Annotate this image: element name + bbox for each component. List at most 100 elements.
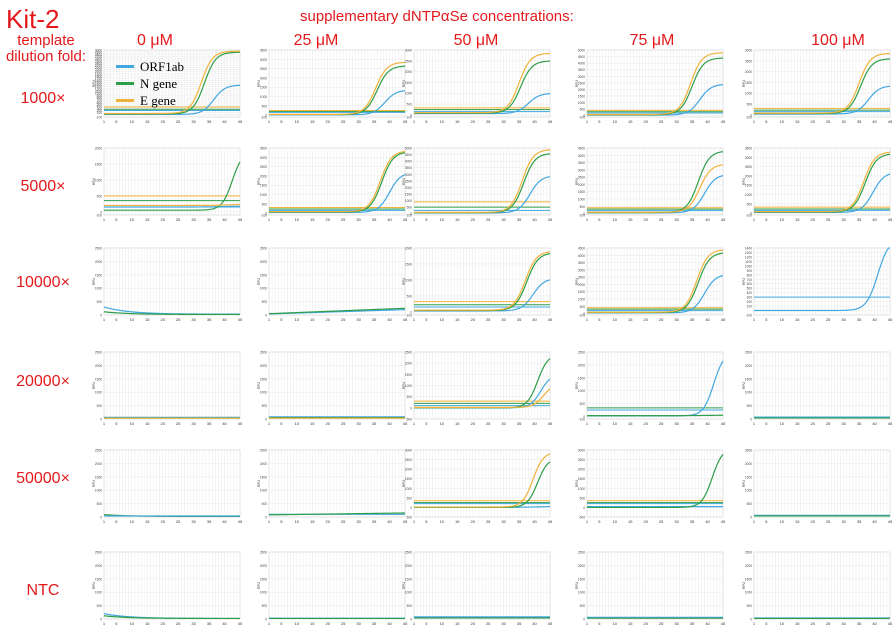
panel-10000-100-m-xtick-label: 5 — [765, 317, 768, 322]
panel-50000-50-m-ylabel: RFU — [402, 479, 406, 487]
panel-5000-50-m-xtick-label: 45 — [548, 217, 553, 222]
panel-5000-50-m-xtick-label: 20 — [471, 217, 476, 222]
panel-10000-100-m-ytick-label: 1400 — [745, 247, 752, 251]
panel-5000-50-m-ytick-label: 1500 — [405, 192, 412, 196]
panel-1000-75-m-xtick-label: 5 — [598, 119, 601, 124]
panel-1000-0-m-ytick-label: 1800 — [95, 74, 102, 78]
panel-10000-100-m-ytick-label: 800 — [747, 273, 753, 277]
panel-1000-0-m-ytick-label: 2200 — [95, 66, 102, 70]
panel-10000-100-m-ytick-label: 900 — [747, 269, 753, 273]
panel-5000-75-m-xtick-label: 15 — [628, 217, 633, 222]
panel-50000-100-m-ytick-label: 1000 — [745, 489, 752, 493]
row-label-20000: 20000× — [16, 373, 70, 390]
panel-ntc-75-m-xtick-label: 35 — [690, 621, 695, 626]
panel-1000-50-m-xtick-label: 1 — [413, 119, 416, 124]
panel-1000-100-m-xtick-label: 35 — [857, 119, 862, 124]
panel-50000-0-m-xtick-label: 15 — [145, 519, 150, 524]
panel-ntc-75-m-xtick-label: 10 — [613, 621, 618, 626]
panel-10000-25-m-xtick-label: 1 — [268, 317, 271, 322]
panel-20000-75-m-ylabel: RFU — [575, 381, 579, 389]
panel-5000-25-m-ytick-label: 1000 — [260, 193, 267, 197]
panel-10000-75-m-ytick-label: 500 — [580, 305, 586, 309]
panel-5000-100-m-ytick-label: 3500 — [745, 147, 752, 151]
panel-ntc-25-m-xtick-label: 1 — [268, 621, 271, 626]
panel-20000-50-m-xtick-label: 10 — [440, 421, 445, 426]
panel-10000-100-m-ytick-label: -100 — [746, 314, 753, 318]
panel-10000-25-m-xtick-label: 45 — [403, 317, 408, 322]
panel-10000-100-m-ytick-label: 700 — [747, 278, 753, 282]
panel-5000-75-m-xtick-label: 35 — [690, 217, 695, 222]
panel-50000-100-m-xtick-label: 40 — [872, 519, 877, 524]
panel-50000-25-m-ylabel: RFU — [257, 479, 261, 487]
panel-ntc-75-m-xtick-label: 1 — [586, 621, 589, 626]
row-label-1000: 1000× — [20, 90, 66, 107]
panel-20000-100-m-ytick-label: 500 — [747, 404, 753, 408]
panel-1000-100-m-curve-e-gene — [754, 52, 891, 114]
panel-1000-0-m-xtick-label: 20 — [161, 119, 166, 124]
panel-1000-75-m-xtick-label: 1 — [586, 119, 589, 124]
panel-20000-50-m-ytick-label: 500 — [407, 395, 413, 399]
panel-10000-75-m-ytick-label: 2000 — [578, 283, 585, 287]
panel-5000-50-m-xtick-label: 15 — [455, 217, 460, 222]
panel-1000-25-m-xtick-label: 25 — [341, 119, 346, 124]
panel-1000-50-m-xtick-label: 35 — [517, 119, 522, 124]
panel-1000-75-m-ytick-label: 5000 — [578, 49, 585, 53]
panel-5000-75-m-ytick-label: 3500 — [578, 161, 585, 165]
panel-20000-0-m-ytick-label: 0 — [100, 418, 102, 422]
panel-ntc-0-m-ytick-label: 2500 — [95, 551, 102, 555]
panel-50000-50-m-xtick-label: 5 — [425, 519, 428, 524]
panel-10000-75-m-ytick-label: 4500 — [578, 247, 585, 251]
panel-20000-100-m-xtick-label: 30 — [841, 421, 846, 426]
panel-20000-25-m-xtick-label: 20 — [326, 421, 331, 426]
panel-20000-0-m-ylabel: RFU — [92, 381, 96, 389]
panel-1000-0-m-ytick-label: 2500 — [95, 59, 102, 63]
panel-ntc-25-m-xtick-label: 25 — [341, 621, 346, 626]
panel-5000-25-m-xtick-label: 5 — [280, 217, 283, 222]
panel-ntc-25-m-xtick-label: 35 — [372, 621, 377, 626]
panel-1000-75-m-ytick-label: 3500 — [578, 68, 585, 72]
panel-5000-75-m-ytick-label: 3000 — [578, 168, 585, 172]
panel-ntc-100-m-xtick-label: 15 — [795, 621, 800, 626]
panel-10000-25-m-xtick-label: 15 — [310, 317, 315, 322]
panel-1000-0-m-ytick-label: 600 — [97, 100, 103, 104]
panel-5000-0-m-ytick-label: -100 — [96, 214, 103, 218]
panel-20000-75-m-xtick-label: 5 — [598, 421, 601, 426]
panel-50000-50-m-ytick-label: 1000 — [405, 487, 412, 491]
panel-50000-0-m-ytick-label: 2500 — [95, 449, 102, 453]
panel-1000-100-m-xtick-label: 10 — [780, 119, 785, 124]
panel-1000-100-m-xtick-label: 40 — [872, 119, 877, 124]
panel-ntc-75-m-ytick-label: 2500 — [578, 551, 585, 555]
panel-ntc-100-m-xtick-label: 10 — [780, 621, 785, 626]
panel-20000-25-m-xtick-label: 1 — [268, 421, 271, 426]
panel-1000-50-m-ytick-label: -100 — [406, 116, 413, 120]
panel-1000-0-m-ylabel: RFU — [92, 79, 96, 87]
panel-20000-100-m-xtick-label: 45 — [888, 421, 892, 426]
panel-ntc-0-m-ytick-label: 500 — [97, 604, 103, 608]
panel-1000-25-m-xtick-label: 45 — [403, 119, 408, 124]
panel-10000-100-m-xtick-label: 30 — [841, 317, 846, 322]
panel-50000-100-m-xtick-label: 25 — [826, 519, 831, 524]
panel-ntc-25-m-ytick-label: 1500 — [260, 577, 267, 581]
panel-10000-75-m-xtick-label: 20 — [644, 317, 649, 322]
panel-1000-25-m-ytick-label: -100 — [261, 116, 268, 120]
panel-1000-50-m-ytick-label: 2500 — [405, 59, 412, 63]
panel-5000-75-m-xtick-label: 40 — [705, 217, 710, 222]
panel-ntc-0-m-ytick-label: 2000 — [95, 564, 102, 568]
panel-20000-50-m-xtick-label: 30 — [501, 421, 506, 426]
panel-5000-100-m-xtick-label: 35 — [857, 217, 862, 222]
panel-10000-50-m-xtick-label: 45 — [548, 317, 553, 322]
panel-50000-0-m-ylabel: RFU — [92, 479, 96, 487]
panel-50000-100-m-xtick-label: 5 — [765, 519, 768, 524]
panel-ntc-50-m-ytick-label: 1000 — [405, 591, 412, 595]
panel-20000-100-m-ytick-label: 1000 — [745, 391, 752, 395]
panel-ntc-100-m-xtick-label: 20 — [811, 621, 816, 626]
panel-5000-75-m-ytick-label: -100 — [579, 214, 586, 218]
panel-5000-50-m-ytick-label: 0 — [410, 212, 412, 216]
panel-1000-50-m-xtick-label: 45 — [548, 119, 553, 124]
panel-1000-50-m-ylabel: RFU — [402, 79, 406, 87]
panel-20000-0-m-xtick-label: 40 — [222, 421, 227, 426]
panel-20000-50-m-ytick-label: -500 — [406, 418, 413, 422]
